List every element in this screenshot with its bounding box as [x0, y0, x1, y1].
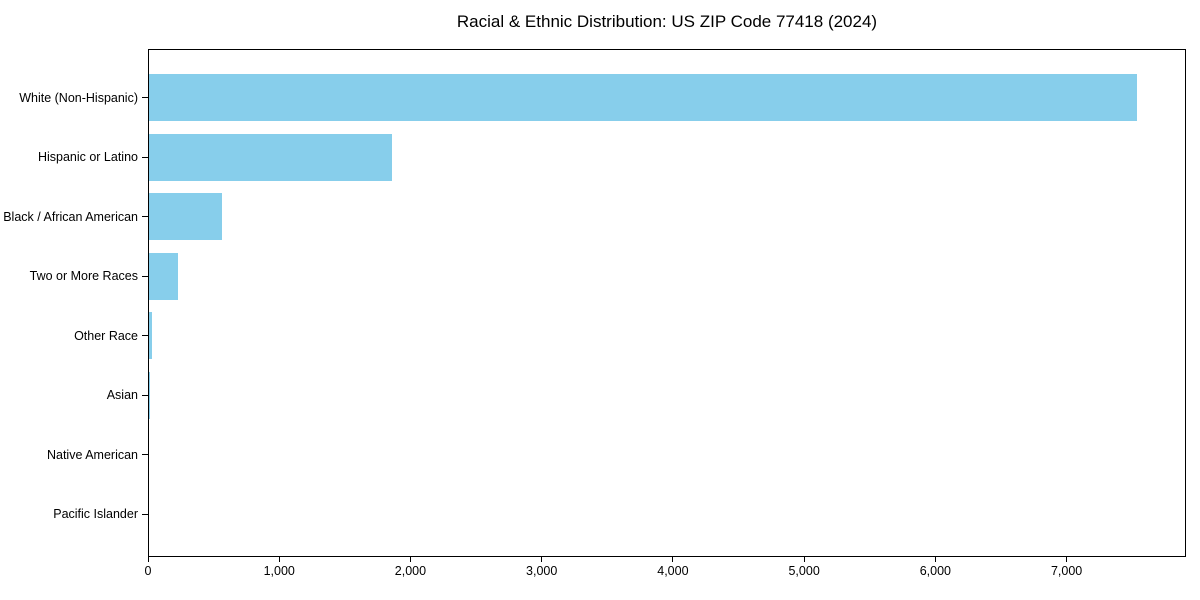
- category-label: Hispanic or Latino: [37, 150, 138, 165]
- category-label: Native American: [46, 447, 138, 462]
- x-tick-6: [934, 557, 936, 562]
- y-tick-1: [142, 156, 148, 158]
- bar-0: [149, 74, 1138, 121]
- x-tick-label: 5,000: [788, 564, 820, 578]
- y-tick-5: [142, 394, 148, 396]
- bar-4: [149, 312, 153, 360]
- y-tick-7: [142, 513, 148, 515]
- bar-5: [149, 371, 150, 419]
- x-tick-label: 1,000: [263, 564, 295, 578]
- x-tick-label: 7,000: [1050, 564, 1083, 578]
- x-tick-label: 3,000: [526, 564, 558, 578]
- category-label: Asian: [106, 388, 138, 403]
- bar-3: [149, 252, 178, 300]
- x-tick-1: [278, 557, 280, 562]
- x-tick-4: [672, 557, 674, 562]
- plot-area: [148, 49, 1186, 557]
- x-tick-0: [147, 557, 149, 562]
- x-tick-label: 6,000: [919, 564, 951, 578]
- y-tick-2: [142, 216, 148, 218]
- category-label: Pacific Islander: [53, 507, 138, 522]
- y-tick-4: [142, 335, 148, 337]
- x-tick-2: [409, 557, 411, 562]
- x-tick-5: [803, 557, 805, 562]
- bar-1: [149, 133, 393, 181]
- y-tick-3: [142, 275, 148, 277]
- category-label: White (Non-Hispanic): [19, 90, 138, 105]
- x-tick-label: 0: [144, 564, 152, 578]
- x-tick-label: 2,000: [394, 564, 427, 578]
- x-tick-label: 4,000: [657, 564, 689, 578]
- chart-title: Racial & Ethnic Distribution: US ZIP Cod…: [456, 12, 878, 31]
- category-label: Black / African American: [3, 209, 138, 224]
- x-tick-7: [1066, 557, 1068, 562]
- x-tick-3: [541, 557, 543, 562]
- y-tick-6: [142, 454, 148, 456]
- category-label: Two or More Races: [29, 269, 138, 284]
- y-tick-0: [142, 97, 148, 98]
- category-label: Other Race: [74, 328, 138, 343]
- bar-2: [149, 193, 222, 241]
